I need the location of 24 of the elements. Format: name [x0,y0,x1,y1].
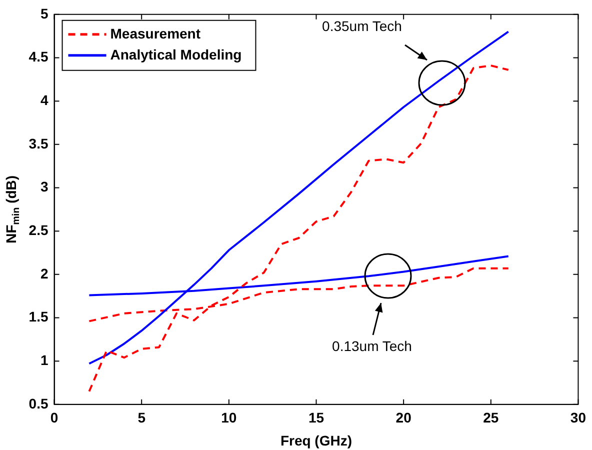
x-tick-label: 20 [396,410,412,426]
y-tick-label: 2 [40,265,48,282]
line-series [88,64,510,392]
y-tick-label: 4 [40,92,48,108]
y-tick-label: 5 [40,5,48,22]
y-tick-label: 1 [40,352,48,368]
y-tick-label: 3 [40,178,48,195]
legend-label: Analytical Modeling [110,46,242,62]
y-tick-label: 1.5 [28,308,48,325]
y-axis-title: NFmin (dB) [2,175,22,244]
x-tick-label: 25 [483,410,499,426]
x-tick-label: 10 [221,410,237,426]
y-tick-label: 2.5 [28,222,48,238]
x-tick-label: 5 [138,410,146,426]
x-tick-label: 30 [570,410,586,426]
y-tick-label: 3.5 [28,135,48,152]
y-tick-label: 4.5 [28,48,48,65]
y-tick-label: 0.5 [28,395,48,412]
legend-label: Measurement [110,25,201,42]
x-tick-label: 15 [308,410,324,426]
x-axis-title: Freq (GHz) [280,432,352,448]
annotation: 0.35um Tech [322,18,402,34]
annotation: 0.13um Tech [332,338,412,354]
x-tick-label: 0 [50,410,58,426]
